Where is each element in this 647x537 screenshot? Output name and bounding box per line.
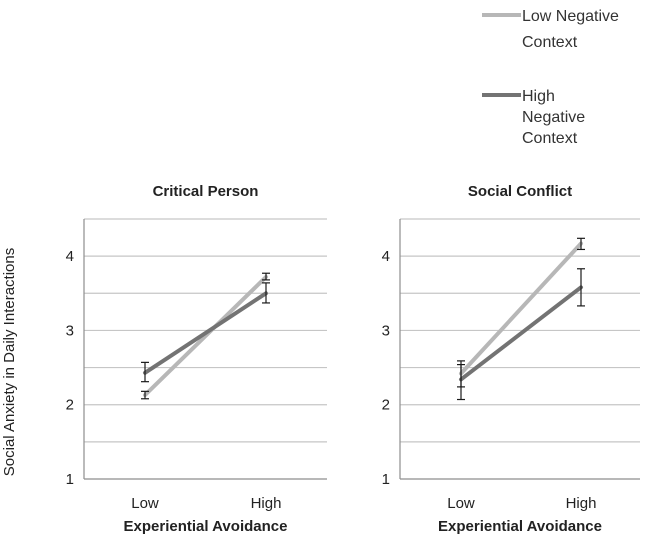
- critical-person-error-bar-low-negative-context-low: [141, 390, 149, 400]
- social-conflict-error-bar-high-negative-context-low: [457, 364, 465, 401]
- critical-person-x-tick-label-low: Low: [131, 495, 159, 512]
- social-conflict-y-tick-label: 1: [382, 471, 390, 488]
- legend: Low Negative Context High Negative Conte…: [482, 8, 619, 147]
- critical-person-series-line-high-negative-context: [143, 291, 268, 375]
- critical-person-x-axis-title: Experiential Avoidance: [124, 518, 288, 535]
- social-conflict-error-bar-low-negative-context-high: [577, 237, 585, 251]
- critical-person-y-tick-label: 3: [66, 322, 74, 339]
- chart-panel-critical-person: 1 2 3 4 Critical Person Low High Experiential A…: [66, 183, 327, 535]
- legend-label-high-negative-context-line-2: Negative: [522, 109, 585, 126]
- critical-person-y-tick-label: 2: [66, 397, 74, 414]
- critical-person-error-bar-high-negative-context-low: [141, 361, 149, 383]
- critical-person-x-tick-label-high: High: [251, 495, 282, 512]
- social-conflict-series-line-high-negative-context: [459, 285, 583, 382]
- critical-person-y-tick-label: 4: [66, 248, 74, 265]
- social-conflict-x-tick-label-high: High: [566, 495, 597, 512]
- critical-person-series-line-low-negative-context: [143, 274, 268, 398]
- social-conflict-x-axis-title: Experiential Avoidance: [438, 518, 602, 535]
- social-conflict-y-tick-label: 3: [382, 322, 390, 339]
- critical-person-error-bar-high-negative-context-high: [262, 282, 270, 304]
- social-conflict-x-tick-label-low: Low: [447, 495, 475, 512]
- social-conflict-y-tick-label: 2: [382, 397, 390, 414]
- social-conflict-error-bar-high-negative-context-high: [577, 268, 585, 307]
- chart-panel-social-conflict: 1 2 3 4 Social Conflict Low High Experiential A…: [382, 183, 640, 535]
- legend-label-low-negative-context-line-2: Context: [522, 34, 578, 51]
- y-axis-title: Social Anxiety in Daily Interactions: [1, 248, 18, 476]
- critical-person-error-bar-low-negative-context-high: [262, 272, 270, 281]
- social-conflict-series-line-low-negative-context: [459, 241, 583, 376]
- critical-person-y-tick-label: 1: [66, 471, 74, 488]
- legend-item-low-negative-context: Low Negative Context: [482, 8, 619, 51]
- legend-label-low-negative-context-line-1: Low Negative: [522, 8, 619, 25]
- social-conflict-y-tick-label: 4: [382, 248, 390, 265]
- critical-person-chart-title: Critical Person: [153, 183, 259, 200]
- social-conflict-chart-title: Social Conflict: [468, 183, 572, 200]
- legend-item-high-negative-context: High Negative Context: [482, 88, 585, 147]
- legend-label-high-negative-context-line-3: Context: [522, 130, 578, 147]
- legend-label-high-negative-context-line-1: High: [522, 88, 555, 105]
